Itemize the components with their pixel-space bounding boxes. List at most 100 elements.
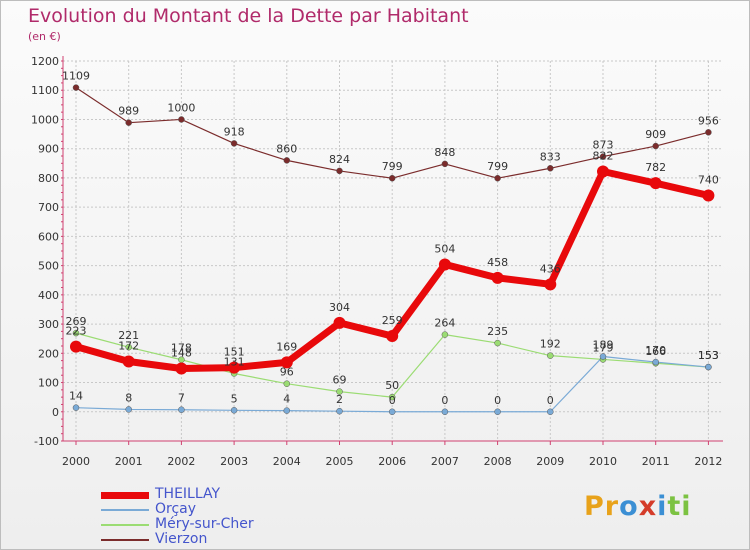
data-label: 504 — [434, 242, 455, 255]
x-tick-label: 2005 — [326, 455, 354, 468]
data-label: 799 — [487, 160, 508, 173]
y-tick-label: 0 — [52, 406, 59, 419]
data-label: 458 — [487, 256, 508, 269]
chart-subtitle: (en €) — [28, 30, 61, 43]
logo-letter: i — [681, 491, 692, 522]
logo-letter: x — [638, 491, 658, 522]
data-label: 14 — [69, 390, 83, 403]
x-tick-label: 2004 — [273, 455, 301, 468]
data-point — [494, 174, 501, 182]
data-label: 8 — [125, 391, 132, 404]
data-label: 179 — [593, 341, 614, 354]
y-tick-label: 200 — [38, 347, 59, 360]
data-point — [494, 339, 501, 347]
data-label: 799 — [382, 160, 403, 173]
data-point — [336, 407, 343, 415]
data-label: 151 — [224, 346, 245, 359]
data-point — [547, 408, 554, 416]
data-label: 269 — [66, 315, 87, 328]
logo-letter: r — [604, 491, 620, 522]
data-label: 170 — [645, 344, 666, 357]
data-label: 824 — [329, 153, 350, 166]
legend-swatch — [101, 539, 149, 541]
data-point — [125, 406, 132, 413]
data-point — [599, 153, 607, 160]
x-tick-label: 2002 — [167, 455, 195, 468]
y-tick-label: 600 — [38, 230, 59, 243]
data-label: 166 — [645, 345, 666, 358]
logo-letter: i — [657, 491, 668, 522]
data-point — [544, 278, 557, 291]
legend-swatch — [101, 491, 149, 499]
x-tick-label: 2008 — [484, 455, 512, 468]
data-label: 1000 — [167, 101, 195, 114]
data-label: 178 — [171, 342, 192, 355]
data-label: 169 — [276, 340, 297, 353]
data-point — [336, 167, 343, 175]
data-point — [72, 329, 80, 337]
legend-swatch — [101, 524, 149, 526]
data-point — [175, 362, 188, 375]
data-label: 69 — [333, 374, 347, 387]
data-point — [441, 160, 449, 168]
data-label: 848 — [434, 146, 455, 159]
x-tick-label: 2011 — [642, 455, 670, 468]
legend: THEILLAY Orçay Méry-sur-Cher Vierzon — [101, 486, 361, 547]
data-point — [388, 393, 396, 401]
data-point — [72, 404, 80, 411]
legend-item: Orçay — [101, 501, 361, 517]
data-label: 172 — [118, 339, 139, 352]
data-label: 0 — [441, 394, 448, 407]
data-point — [280, 356, 293, 369]
logo-letter: t — [667, 491, 682, 522]
data-label: 873 — [593, 139, 614, 152]
data-label: 436 — [540, 262, 561, 275]
data-point — [122, 355, 135, 368]
data-label: 989 — [118, 105, 139, 118]
x-tick-label: 2010 — [589, 455, 617, 468]
y-tick-label: 100 — [38, 377, 59, 390]
chart-title: Evolution du Montant de la Dette par Hab… — [28, 5, 469, 27]
data-label: 259 — [382, 314, 403, 327]
legend-swatch — [101, 509, 149, 511]
y-tick-label: 900 — [38, 143, 59, 156]
y-tick-label: 300 — [38, 318, 59, 331]
data-label: 740 — [698, 173, 719, 186]
y-tick-label: 1200 — [31, 55, 59, 68]
data-point — [441, 408, 449, 416]
brand-logo: Proxiti — [584, 491, 692, 522]
data-point — [283, 380, 291, 387]
data-point — [438, 258, 451, 271]
data-label: 7 — [178, 392, 185, 405]
data-point — [702, 189, 715, 202]
data-label: 782 — [645, 161, 666, 174]
data-label: 956 — [698, 114, 719, 127]
data-point — [547, 165, 554, 172]
y-tick-label: 800 — [38, 172, 59, 185]
data-label: 0 — [494, 394, 501, 407]
data-point — [597, 165, 609, 178]
data-point — [386, 330, 399, 343]
data-label: 50 — [385, 379, 399, 392]
legend-label: Vierzon — [155, 531, 208, 547]
data-point — [441, 331, 449, 338]
legend-item: THEILLAY — [101, 486, 361, 502]
data-point — [599, 353, 607, 360]
data-point — [283, 157, 291, 164]
data-label: 833 — [540, 150, 561, 163]
data-label: 304 — [329, 301, 350, 314]
data-point — [388, 174, 396, 182]
data-point — [230, 140, 238, 147]
data-label: 1109 — [62, 70, 90, 83]
data-label: 189 — [593, 339, 614, 352]
data-point — [491, 271, 504, 284]
data-point — [125, 343, 132, 351]
data-label: 860 — [276, 142, 297, 155]
data-point — [283, 407, 291, 414]
data-point — [652, 142, 659, 150]
y-tick-label: 1000 — [31, 113, 59, 126]
y-tick-label: 700 — [38, 201, 59, 214]
data-label: 223 — [66, 325, 87, 338]
